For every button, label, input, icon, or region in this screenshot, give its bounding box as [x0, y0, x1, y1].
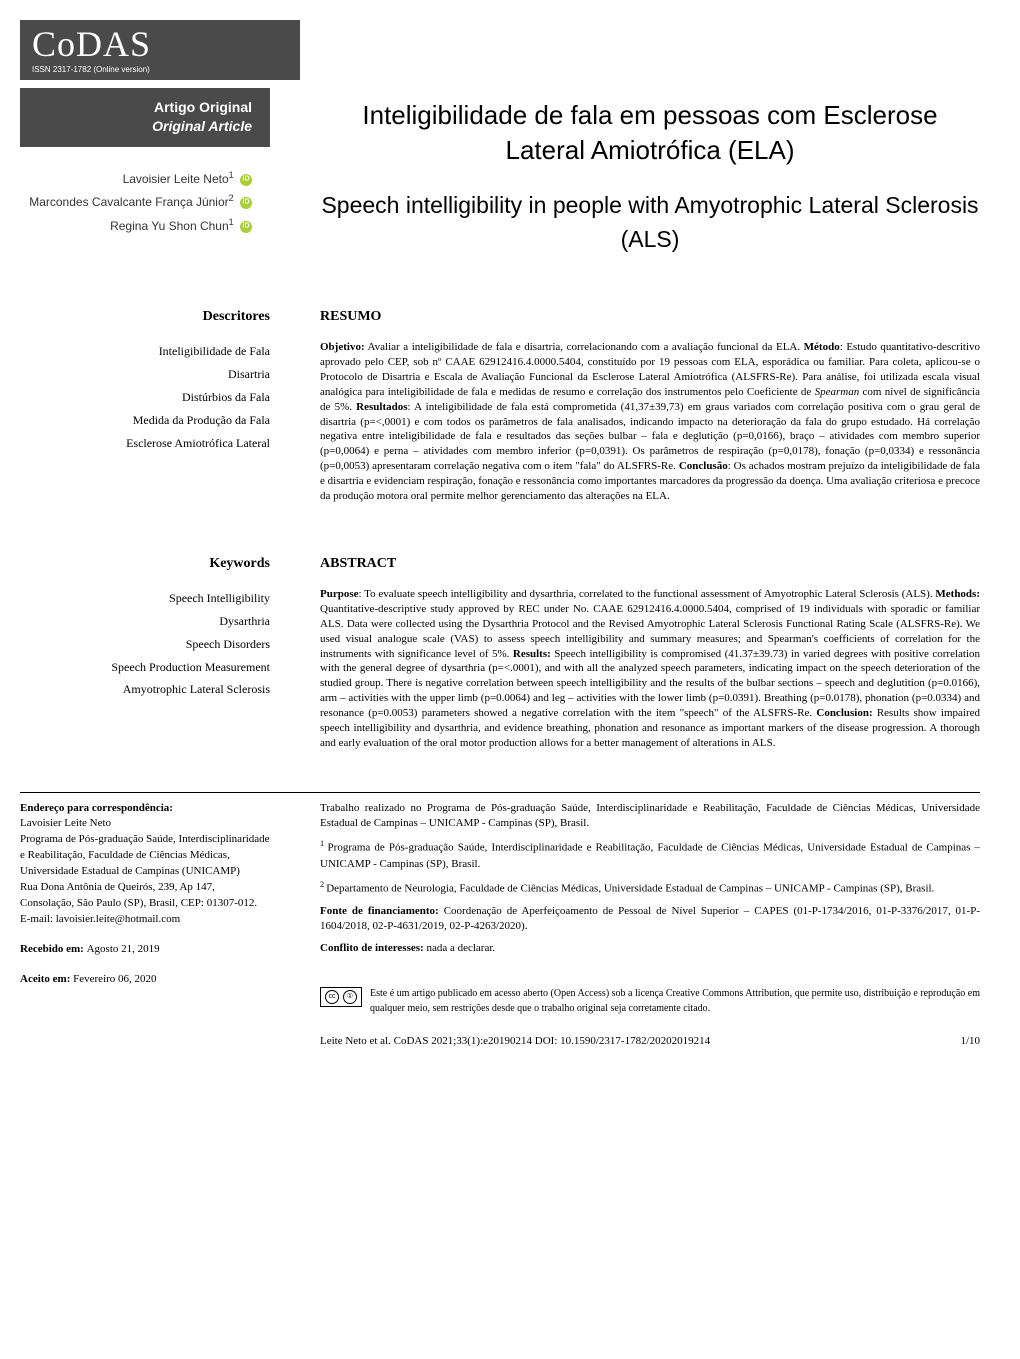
- keyword-item: Speech Intelligibility: [20, 587, 270, 610]
- orcid-icon[interactable]: [240, 221, 252, 233]
- conflict: Conflito de interesses: nada a declarar.: [320, 941, 980, 957]
- abstract-heading: ABSTRACT: [320, 554, 980, 574]
- keyword-item: Speech Production Measurement: [20, 656, 270, 679]
- received-date: Agosto 21, 2019: [87, 943, 160, 955]
- citation-line: Leite Neto et al. CoDAS 2021;33(1):e2019…: [320, 1034, 980, 1050]
- correspondence-heading: Endereço para correspondência:: [20, 802, 173, 814]
- cc-license: cc① Este é um artigo publicado em acesso…: [320, 987, 980, 1016]
- accepted-date: Fevereiro 06, 2020: [73, 973, 156, 985]
- title-en: Speech intelligibility in people with Am…: [320, 188, 980, 257]
- keyword-item: Amyotrophic Lateral Sclerosis: [20, 678, 270, 701]
- cc-badge-icon: cc①: [320, 987, 362, 1007]
- correspondence-name: Lavoisier Leite Neto: [20, 816, 270, 832]
- keywords-heading: Keywords: [20, 554, 270, 574]
- descriptor-item: Esclerose Amiotrófica Lateral: [20, 432, 270, 455]
- article-type-pt: Artigo Original: [20, 98, 252, 118]
- article-type-bar: Artigo Original Original Article: [20, 88, 270, 147]
- footer-section: Endereço para correspondência: Lavoisier…: [20, 791, 980, 1051]
- orcid-icon[interactable]: [240, 197, 252, 209]
- authors-list: Lavoisier Leite Neto1 Marcondes Cavalcan…: [20, 167, 270, 238]
- affiliations-block: Trabalho realizado no Programa de Pós-gr…: [300, 792, 980, 1051]
- title-pt: Inteligibilidade de fala em pessoas com …: [320, 98, 980, 168]
- affiliation-2: 2 Departamento de Neurologia, Faculdade …: [320, 879, 980, 898]
- issn-text: ISSN 2317-1782 (Online version): [32, 64, 300, 75]
- descriptor-item: Distúrbios da Fala: [20, 386, 270, 409]
- author-2: Marcondes Cavalcante França Júnior2: [20, 190, 252, 214]
- affiliation-1: 1 Programa de Pós-graduação Saúde, Inter…: [320, 838, 980, 873]
- resumo-section: Descritores Inteligibilidade de Fala Dis…: [20, 307, 980, 504]
- correspondence-address: Rua Dona Antônia de Queirós, 239, Ap 147…: [20, 880, 270, 912]
- descriptor-item: Medida da Produção da Fala: [20, 409, 270, 432]
- keyword-item: Speech Disorders: [20, 633, 270, 656]
- citation-text: Leite Neto et al. CoDAS 2021;33(1):e2019…: [320, 1034, 710, 1050]
- article-type-en: Original Article: [20, 117, 252, 137]
- orcid-icon[interactable]: [240, 174, 252, 186]
- keyword-item: Dysarthria: [20, 610, 270, 633]
- author-3: Regina Yu Shon Chun1: [20, 214, 252, 238]
- funding: Fonte de financiamento: Coordenação de A…: [320, 904, 980, 936]
- correspondence-block: Endereço para correspondência: Lavoisier…: [20, 792, 300, 1051]
- submission-dates: Recebido em: Agosto 21, 2019 Aceito em: …: [20, 942, 270, 988]
- work-location: Trabalho realizado no Programa de Pós-gr…: [320, 801, 980, 833]
- descriptor-item: Inteligibilidade de Fala: [20, 340, 270, 363]
- resumo-text: Objetivo: Avaliar a inteligibilidade de …: [320, 340, 980, 503]
- abstract-text: Purpose: To evaluate speech intelligibil…: [320, 587, 980, 750]
- title-section: Artigo Original Original Article Lavoisi…: [20, 88, 980, 257]
- correspondence-email: lavoisier.leite@hotmail.com: [56, 913, 180, 925]
- journal-logo: CoDAS: [32, 28, 300, 60]
- resumo-heading: RESUMO: [320, 307, 980, 327]
- correspondence-program: Programa de Pós-graduação Saúde, Interdi…: [20, 832, 270, 880]
- author-1: Lavoisier Leite Neto1: [20, 167, 252, 191]
- page-number: 1/10: [960, 1034, 980, 1050]
- descritores-heading: Descritores: [20, 307, 270, 327]
- abstract-section: Keywords Speech Intelligibility Dysarthr…: [20, 554, 980, 751]
- cc-text: Este é um artigo publicado em acesso abe…: [370, 987, 980, 1016]
- descriptor-item: Disartria: [20, 363, 270, 386]
- journal-header: CoDAS ISSN 2317-1782 (Online version): [20, 20, 300, 80]
